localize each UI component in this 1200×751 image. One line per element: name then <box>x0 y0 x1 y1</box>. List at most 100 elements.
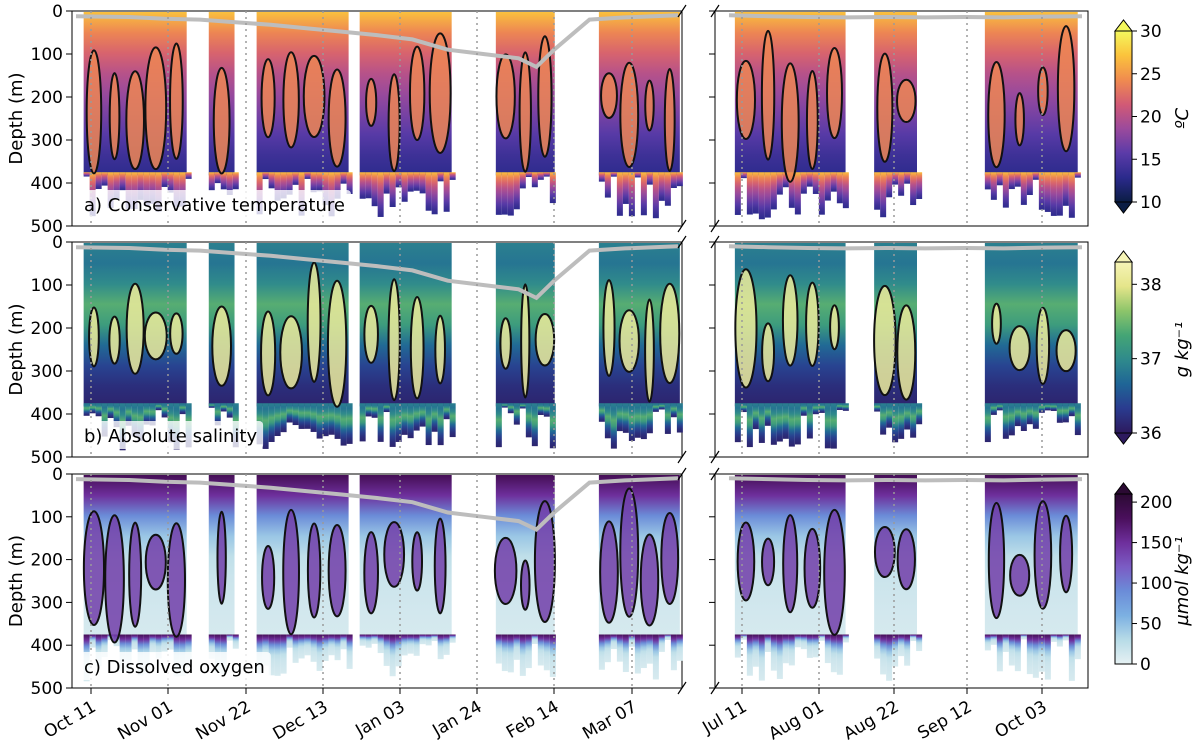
y-tick-label: 100 <box>31 508 63 528</box>
contour-line <box>520 559 531 611</box>
data-column <box>425 634 432 646</box>
y-tick-label: 200 <box>31 88 63 108</box>
data-column <box>812 403 819 415</box>
colorbar-tick-label: 15 <box>1140 150 1162 170</box>
data-column <box>401 172 408 202</box>
y-tick-label: 200 <box>31 319 63 339</box>
data-block <box>598 243 683 449</box>
axis-break-mark <box>677 4 687 18</box>
data-column <box>770 634 777 671</box>
contour-line <box>306 522 322 619</box>
data-column <box>525 403 532 438</box>
data-column <box>1026 403 1033 425</box>
data-column <box>286 172 293 195</box>
data-column <box>812 172 819 194</box>
data-column <box>340 634 347 650</box>
data-column <box>179 403 186 415</box>
data-column <box>990 403 997 415</box>
data-column <box>208 403 215 408</box>
contour-line <box>520 283 531 399</box>
data-column <box>232 634 239 649</box>
data-column <box>622 172 629 204</box>
data-column <box>842 172 849 209</box>
data-column <box>83 403 90 416</box>
contour-line <box>169 312 184 355</box>
data-column <box>670 634 677 671</box>
data-column <box>646 403 653 434</box>
data-column <box>740 403 747 413</box>
data-column <box>1056 172 1063 216</box>
x-tick-label: Jul 11 <box>698 697 750 739</box>
contour-line <box>1014 92 1025 147</box>
data-column <box>806 172 813 187</box>
data-column <box>107 403 114 419</box>
data-column <box>830 172 837 192</box>
data-column <box>155 634 162 659</box>
data-column <box>431 634 438 642</box>
contour-line <box>408 45 426 142</box>
x-tick-label: Jan 24 <box>429 697 486 741</box>
data-column <box>1032 634 1039 678</box>
data-column <box>734 403 741 443</box>
data-column <box>746 634 753 676</box>
data-column <box>824 403 831 449</box>
data-column <box>425 403 432 446</box>
axis-break-mark <box>677 219 687 233</box>
contour-line <box>1035 306 1051 385</box>
data-column <box>543 172 550 177</box>
contour-line <box>212 66 231 175</box>
data-column <box>746 403 753 448</box>
data-column <box>525 172 532 178</box>
y-tick-label: 500 <box>31 448 63 468</box>
data-column <box>185 634 192 668</box>
contour-line <box>169 42 184 160</box>
contour-line <box>128 521 143 628</box>
data-column <box>824 634 831 664</box>
colorbar-a: 10 15 20 25 30 ºC <box>1113 19 1193 214</box>
contour-line <box>493 536 518 605</box>
data-column <box>226 403 233 418</box>
y-tick-label: 400 <box>31 405 63 425</box>
contour-line <box>302 54 326 139</box>
colorbar-body <box>1114 30 1133 203</box>
data-column <box>443 403 450 420</box>
data-column <box>610 172 617 177</box>
data-column <box>113 403 120 428</box>
data-column <box>543 403 550 417</box>
contour-line <box>282 51 300 149</box>
y-tick-label: 0 <box>52 2 63 22</box>
data-column <box>1032 172 1039 180</box>
data-column <box>377 634 384 654</box>
contour-line <box>326 279 348 408</box>
data-column <box>676 403 683 433</box>
data-column <box>328 403 335 435</box>
data-block <box>359 12 456 217</box>
data-column <box>395 403 402 442</box>
data-column <box>616 172 623 216</box>
data-block <box>208 243 239 448</box>
data-column <box>268 403 275 442</box>
data-column <box>886 403 893 428</box>
data-column <box>95 403 102 417</box>
data-column <box>1074 403 1081 436</box>
data-column <box>1038 634 1045 672</box>
data-column <box>101 172 108 186</box>
y-tick-label: 400 <box>31 636 63 656</box>
data-column <box>770 172 777 210</box>
contour-line <box>537 35 553 158</box>
y-axis-label: Depth (m) <box>6 303 27 395</box>
contour-line <box>659 282 681 385</box>
data-column <box>664 634 671 640</box>
contour-line <box>125 282 145 375</box>
data-column <box>1008 403 1015 436</box>
data-column <box>214 403 221 426</box>
data-column <box>83 172 90 177</box>
panel-label: a) Conservative temperature <box>84 195 345 216</box>
data-column <box>413 634 420 656</box>
colorbar-unit-label: g kg⁻¹ <box>1172 322 1193 378</box>
data-block <box>873 243 923 443</box>
data-column <box>443 634 450 655</box>
data-block <box>495 12 556 216</box>
data-column <box>316 403 323 439</box>
data-column <box>658 403 665 410</box>
